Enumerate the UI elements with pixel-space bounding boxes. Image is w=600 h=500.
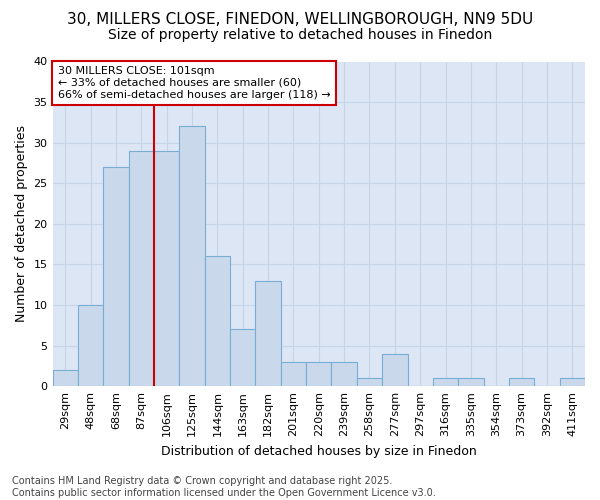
Bar [382, 354, 407, 386]
Text: Size of property relative to detached houses in Finedon: Size of property relative to detached ho… [108, 28, 492, 42]
Bar [306, 362, 331, 386]
Text: 30, MILLERS CLOSE, FINEDON, WELLINGBOROUGH, NN9 5DU: 30, MILLERS CLOSE, FINEDON, WELLINGBOROU… [67, 12, 533, 28]
Text: 30 MILLERS CLOSE: 101sqm
← 33% of detached houses are smaller (60)
66% of semi-d: 30 MILLERS CLOSE: 101sqm ← 33% of detach… [58, 66, 331, 100]
Bar [128, 151, 154, 386]
Text: Contains HM Land Registry data © Crown copyright and database right 2025.
Contai: Contains HM Land Registry data © Crown c… [12, 476, 436, 498]
Bar [53, 370, 78, 386]
Bar [154, 151, 179, 386]
Bar [78, 305, 103, 386]
Y-axis label: Number of detached properties: Number of detached properties [15, 126, 28, 322]
Bar [331, 362, 357, 386]
Bar [458, 378, 484, 386]
Bar [357, 378, 382, 386]
Bar [179, 126, 205, 386]
Bar [281, 362, 306, 386]
Bar [256, 280, 281, 386]
Bar [205, 256, 230, 386]
Bar [230, 330, 256, 386]
Bar [433, 378, 458, 386]
X-axis label: Distribution of detached houses by size in Finedon: Distribution of detached houses by size … [161, 444, 476, 458]
Bar [560, 378, 585, 386]
Bar [103, 167, 128, 386]
Bar [509, 378, 534, 386]
